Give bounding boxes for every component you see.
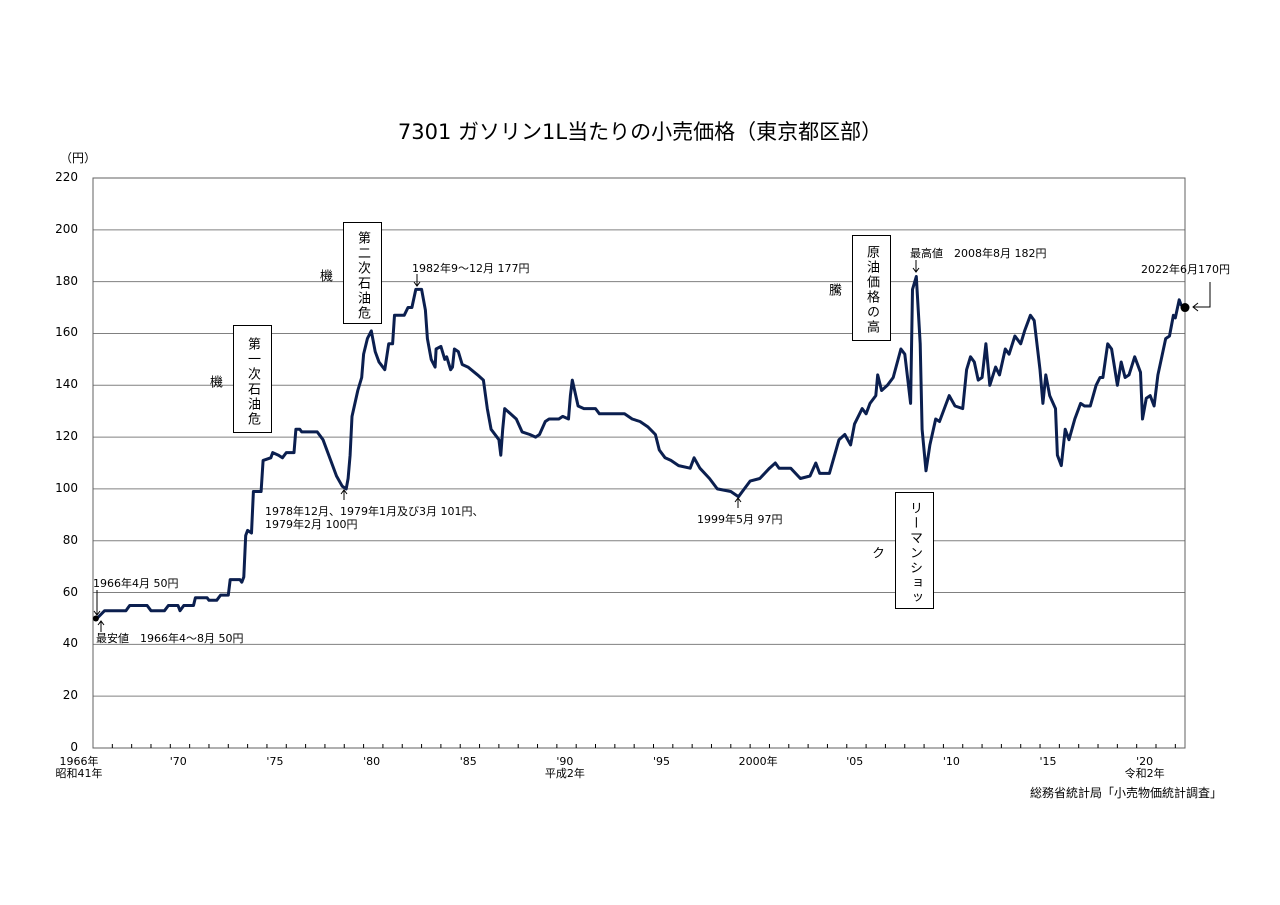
- arrow-peak-1982-head: [413, 281, 421, 287]
- x-tick-label: 1966年 昭和41年: [49, 756, 109, 780]
- x-tick-year: '95: [652, 755, 670, 768]
- y-tick-label: 100: [55, 480, 78, 495]
- annotation-lehman-shock: リーマンショック: [869, 492, 934, 609]
- y-tick-label: 40: [62, 636, 78, 651]
- x-tick-era: 平成2年: [544, 767, 585, 780]
- y-tick-label: 120: [55, 429, 78, 444]
- x-tick-year: '80: [363, 755, 381, 768]
- label-low-1978-2: 1979年2月 100円: [265, 518, 358, 531]
- x-tick-year: 2000年: [738, 755, 778, 768]
- label-max-2008: 最高値 2008年8月 182円: [910, 247, 1047, 260]
- start-point-marker: [92, 615, 99, 622]
- arrow-low-1999-head: [734, 497, 742, 503]
- x-tick-label: '20 令和2年: [1115, 756, 1175, 780]
- arrow-latest-head: [1192, 302, 1199, 312]
- y-tick-label: 200: [55, 221, 78, 236]
- x-tick-year: '20: [1136, 755, 1154, 768]
- annotation-crude-surge: 原油価格の高騰: [826, 235, 891, 341]
- annotation-first-oil-crisis: 第一次石油危機: [207, 325, 272, 433]
- chart-title: 7301 ガソリン1L当たりの小売価格（東京都区部）: [397, 120, 883, 144]
- x-tick-era: 令和2年: [1124, 767, 1165, 780]
- x-tick-label: '10: [921, 756, 981, 768]
- label-low-1978-1: 1978年12月、1979年1月及び3月 101円、: [265, 505, 484, 518]
- y-axis-label: （円）: [60, 151, 97, 165]
- label-latest: 2022年6月170円: [1141, 263, 1230, 276]
- x-tick-label: '95: [631, 756, 691, 768]
- y-tick-label: 20: [62, 688, 78, 703]
- x-tick-year: '70: [169, 755, 187, 768]
- arrow-latest: [1193, 282, 1211, 308]
- x-tick-era: 昭和41年: [55, 767, 103, 780]
- label-min: 最安値 1966年4～8月 50円: [96, 632, 244, 645]
- x-tick-year: '10: [942, 755, 960, 768]
- x-tick-year: '90: [556, 755, 574, 768]
- label-low-1999: 1999年5月 97円: [697, 513, 783, 526]
- x-tick-label: '80: [342, 756, 402, 768]
- y-tick-label: 160: [55, 325, 78, 340]
- x-tick-label: 2000年: [728, 756, 788, 768]
- latest-point-marker: [1180, 303, 1190, 313]
- annotation-second-oil-crisis: 第二次石油危機: [317, 222, 382, 324]
- x-tick-year: '05: [846, 755, 864, 768]
- source-note: 総務省統計局「小売物価統計調査」: [1030, 786, 1223, 800]
- x-tick-label: '05: [825, 756, 885, 768]
- y-tick-label: 0: [70, 740, 78, 754]
- x-tick-label: '75: [245, 756, 305, 768]
- plot-frame: [92, 177, 1186, 749]
- x-tick-label: '85: [438, 756, 498, 768]
- x-tick-label: '90 平成2年: [535, 756, 595, 780]
- y-tick-label: 60: [62, 584, 78, 599]
- arrow-min-head: [97, 620, 105, 626]
- x-tick-year: '15: [1039, 755, 1057, 768]
- arrow-start-head: [93, 610, 101, 616]
- label-start: 1966年4月 50円: [93, 577, 179, 590]
- arrow-max-2008-head: [912, 267, 920, 273]
- x-tick-year: '75: [266, 755, 284, 768]
- y-tick-label: 80: [62, 532, 78, 547]
- x-tick-label: '70: [148, 756, 208, 768]
- x-tick-label: '15: [1018, 756, 1078, 768]
- price-line: [95, 275, 1186, 620]
- y-tick-label: 180: [55, 273, 78, 288]
- x-tick-year: '85: [459, 755, 477, 768]
- y-tick-label: 140: [55, 377, 78, 392]
- y-tick-label: 220: [55, 170, 78, 184]
- label-peak-1982: 1982年9～12月 177円: [412, 262, 530, 275]
- x-tick-year: 1966年: [59, 755, 99, 768]
- arrow-low-1978-head: [340, 489, 348, 495]
